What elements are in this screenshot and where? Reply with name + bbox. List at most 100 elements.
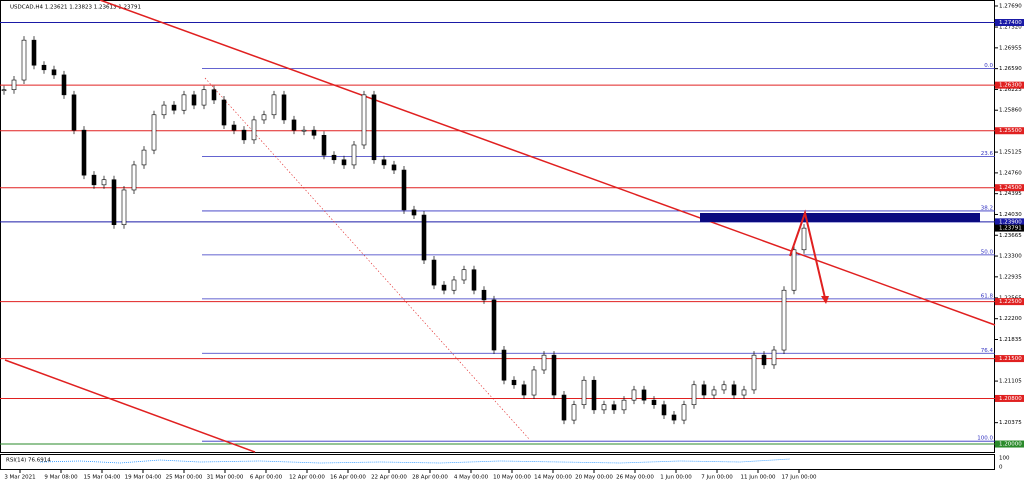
x-tick-label: 10 May 00:00 [493,475,531,481]
candle-body [411,209,417,216]
candle-body [161,104,167,116]
price-tag [995,224,1024,232]
level-label: 1.20000 [999,442,1022,448]
y-tick-label: 1.22200 [999,316,1022,322]
level-tag [995,298,1024,306]
rsi-line [39,458,791,464]
candle-body [631,389,637,401]
level-tag [995,355,1024,363]
fib-label: 23.6 [981,151,994,157]
candle-body [131,164,137,191]
y-tick-label: 1.24030 [999,212,1022,218]
x-tick-label: 28 Apr 00:00 [412,475,448,481]
candle-body [101,179,107,186]
candle-body [171,104,177,111]
candle-body [391,164,397,171]
y-tick-label: 1.24395 [999,191,1022,197]
candle-body [201,89,207,106]
level-label: 1.20800 [999,396,1022,402]
fib-label: 50.0 [981,249,994,255]
candle-body [431,259,437,286]
candle-body [311,129,317,136]
fib-label: 38.2 [981,205,993,211]
candle-body [801,227,807,251]
plot-frame [0,0,995,453]
candle-body [721,384,727,391]
candle-body [761,354,767,366]
x-tick-label: 19 Mar 04:00 [125,475,162,481]
fib-label: 61.8 [981,293,994,299]
candle-body [401,169,407,211]
y-tick-label: 1.27320 [999,25,1022,31]
candle-body [91,174,97,186]
candle-body [31,39,37,66]
candle-body [791,249,797,291]
candle-body [281,94,287,121]
candle-body [611,404,617,411]
y-tick-label: 1.21105 [999,379,1022,385]
y-tick-label: 1.23300 [999,254,1022,260]
candle-body [11,79,17,91]
candle-body [521,384,527,396]
fib-label: 100.0 [977,436,993,442]
level-tag [995,127,1024,135]
level-label: 1.27400 [999,20,1022,26]
y-tick-label: 1.22935 [999,274,1022,280]
candle-body [321,134,327,156]
candle-body [671,414,677,421]
y-tick-label: 1.20375 [999,420,1022,426]
y-tick-label: 1.25860 [999,108,1022,114]
rsi-label: RSI(14) 76.6914 [6,458,51,464]
candle-body [351,144,357,166]
x-tick-label: 14 May 00:00 [534,475,572,481]
candle-body [681,404,687,421]
y-tick-label: 1.24760 [999,170,1022,176]
trendline [4,359,256,453]
y-tick-label: 1.27690 [999,3,1022,9]
candle-body [561,394,567,421]
candle-body [301,129,307,132]
candle-body [361,94,367,146]
x-tick-label: 6 Apr 00:00 [250,475,283,481]
level-tag [995,440,1024,448]
x-tick-label: 11 Jun 00:00 [741,475,776,481]
candle-body [441,284,447,291]
candle-body [331,154,337,161]
rsi-tick-label: 100 [999,456,1010,462]
rsi-frame [0,454,995,470]
candle-body [591,379,597,411]
candle-body [141,149,147,166]
candle-body [661,404,667,416]
candle-body [271,94,277,116]
candle-body [261,114,267,121]
level-tag [995,394,1024,402]
x-tick-label: 12 Apr 00:00 [289,475,325,481]
level-label: 1.21500 [999,356,1022,362]
level-label: 1.25500 [999,128,1022,134]
resistance-zone [700,213,980,222]
candle-body [221,99,227,126]
x-tick-label: 25 Mar 00:00 [166,475,203,481]
y-tick-label: 1.26225 [999,87,1022,93]
candle-body [531,369,537,396]
candle-body [381,159,387,166]
y-tick-label: 1.21835 [999,337,1022,343]
candle-body [451,279,457,291]
candle-body [541,354,547,371]
fib-diagonal [204,77,531,441]
candle-body [191,94,197,106]
candle-body [291,119,297,131]
candle-body [701,384,707,396]
candle-body [251,119,257,141]
candle-body [1,89,7,92]
candle-body [241,129,247,141]
candle-body [231,124,237,131]
candle-body [211,89,217,101]
candle-body [71,94,77,131]
candle-body [41,64,47,71]
candle-body [691,384,697,406]
candle-body [621,399,627,411]
y-tick-label: 1.26590 [999,66,1022,72]
candle-body [21,39,27,81]
